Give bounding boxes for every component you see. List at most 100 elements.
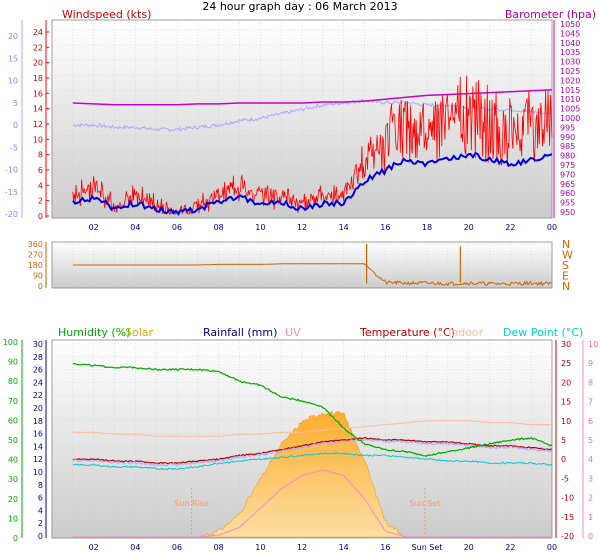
humidity-tick: 0	[13, 534, 18, 543]
baro-tick: 975	[560, 161, 575, 170]
bottom-x-tick: 16	[380, 543, 390, 552]
chart-title: 24 hour graph day : 06 March 2013	[202, 0, 397, 13]
baro-tick: 1050	[560, 20, 580, 29]
temperature-tick: 5	[561, 436, 566, 445]
barometer-line	[72, 89, 553, 106]
wind-tick: 12	[33, 120, 43, 129]
humidity-tick: 20	[8, 495, 18, 504]
top-x-tick: 02	[89, 223, 99, 232]
baro-tick: 955	[560, 199, 575, 208]
wind-tick: 8	[38, 151, 43, 160]
outer-temp-tick: 20	[8, 32, 18, 41]
wind-tick: 6	[38, 166, 43, 175]
bottom-x-tick: 14	[339, 543, 349, 552]
baro-tick: 1045	[560, 29, 580, 38]
legend-humidity: Humidity (%)	[58, 326, 130, 339]
legend-dewpoint: Dew Point (°C)	[503, 326, 583, 339]
temperature-tick: -20	[561, 532, 574, 541]
direction-tick: 0	[38, 282, 43, 291]
uv-tick: 3	[588, 474, 593, 483]
wind-tick: 16	[33, 89, 43, 98]
uv-tick: 1	[588, 513, 593, 522]
windspeed-gust-line	[72, 75, 553, 216]
compass-tick: N	[562, 238, 570, 251]
uv-tick: 8	[588, 378, 593, 387]
humidity-tick: 40	[8, 456, 18, 465]
top-x-tick: 20	[464, 223, 474, 232]
compass-tick: S	[562, 259, 569, 272]
bottom-x-tick: Sun Set	[412, 543, 443, 552]
top-x-tick: 06	[172, 223, 182, 232]
wind-direction-line	[72, 263, 553, 287]
baro-tick: 1025	[560, 67, 580, 76]
wind-tick: 20	[33, 59, 43, 68]
baro-tick: 965	[560, 180, 575, 189]
temperature-tick: 20	[561, 378, 571, 387]
baro-tick: 1035	[560, 48, 580, 57]
temperature-tick: 0	[561, 455, 566, 464]
baro-tick: 970	[560, 170, 575, 179]
temperature-tick: 10	[561, 417, 571, 426]
temperature-tick: -5	[561, 474, 569, 483]
rainfall-tick: 26	[33, 366, 43, 375]
legend-rainfall: Rainfall (mm)	[203, 326, 277, 339]
humidity-tick: 50	[8, 436, 18, 445]
top-x-tick: 08	[214, 223, 224, 232]
bottom-x-tick: 12	[297, 543, 307, 552]
uv-line	[72, 469, 552, 538]
baro-tick: 1000	[560, 114, 580, 123]
humidity-tick: 10	[8, 514, 18, 523]
barometer-title: Barometer (hpa)	[505, 8, 596, 21]
wind-tick: 2	[38, 197, 43, 206]
bottom-x-tick: 06	[172, 543, 182, 552]
top-x-tick: 00	[547, 223, 557, 232]
baro-tick: 980	[560, 152, 575, 161]
humidity-line	[72, 362, 553, 458]
uv-tick: 4	[588, 455, 593, 464]
uv-tick: 7	[588, 398, 593, 407]
rainfall-tick: 22	[33, 391, 43, 400]
direction-tick: 360	[28, 240, 43, 249]
uv-tick: 0	[588, 532, 593, 541]
compass-tick: N	[562, 280, 570, 293]
sunset-label: Sun Set	[409, 499, 440, 508]
temperature-tick: 30	[561, 340, 571, 349]
top-x-tick: 12	[297, 223, 307, 232]
rainfall-tick: 16	[33, 430, 43, 439]
outer-temp-tick: -10	[5, 166, 18, 175]
baro-tick: 1030	[560, 58, 580, 67]
wind-tick: 4	[38, 181, 43, 190]
uv-tick: 10	[588, 340, 598, 349]
outer-temp-bottom-line	[72, 438, 553, 467]
humidity-tick: 100	[3, 338, 18, 347]
rainfall-tick: 28	[33, 353, 43, 362]
wind-tick: 18	[33, 74, 43, 83]
baro-tick: 985	[560, 142, 575, 151]
rainfall-tick: 12	[33, 455, 43, 464]
outer-temp-tick: -15	[5, 188, 18, 197]
rainfall-tick: 14	[33, 442, 43, 451]
rainfall-tick: 10	[33, 468, 43, 477]
baro-tick: 950	[560, 208, 575, 217]
bottom-x-tick: 10	[255, 543, 265, 552]
humidity-tick: 90	[8, 358, 18, 367]
windspeed-average-line	[72, 152, 553, 216]
wind-tick: 24	[33, 28, 43, 37]
temperature-tick: 15	[561, 398, 571, 407]
sunrise-label: Sun Rise	[174, 499, 209, 508]
humidity-tick: 80	[8, 377, 18, 386]
rainfall-tick: 4	[38, 506, 43, 515]
rainfall-tick: 6	[38, 494, 43, 503]
outer-temp-tick: 10	[8, 77, 18, 86]
baro-tick: 1020	[560, 76, 580, 85]
rainfall-tick: 0	[38, 532, 43, 541]
uv-tick: 2	[588, 494, 593, 503]
uv-tick: 9	[588, 359, 593, 368]
rainfall-tick: 20	[33, 404, 43, 413]
temperature-line	[72, 436, 553, 465]
rainfall-tick: 30	[33, 340, 43, 349]
wind-tick: 14	[33, 105, 43, 114]
direction-tick: 90	[33, 272, 43, 281]
top-x-tick: 16	[380, 223, 390, 232]
baro-tick: 1005	[560, 105, 580, 114]
